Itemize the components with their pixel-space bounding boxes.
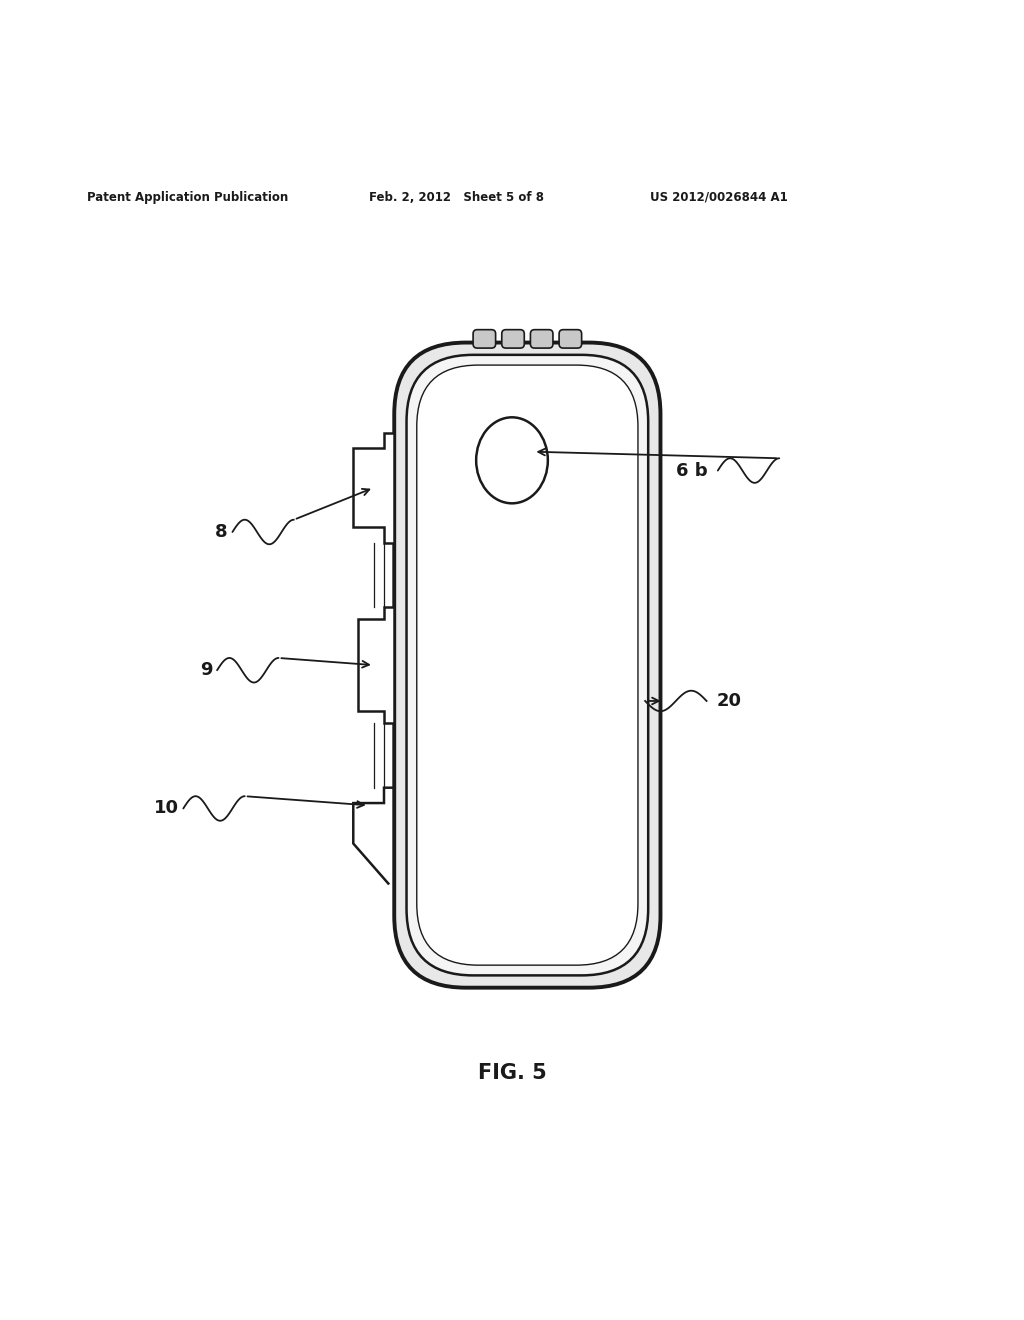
- Ellipse shape: [476, 417, 548, 503]
- FancyBboxPatch shape: [502, 330, 524, 348]
- Text: 20: 20: [717, 692, 741, 710]
- FancyBboxPatch shape: [559, 330, 582, 348]
- Text: US 2012/0026844 A1: US 2012/0026844 A1: [650, 190, 788, 203]
- FancyBboxPatch shape: [417, 366, 638, 965]
- Text: FIG. 5: FIG. 5: [477, 1063, 547, 1082]
- Polygon shape: [358, 607, 394, 723]
- Text: Feb. 2, 2012   Sheet 5 of 8: Feb. 2, 2012 Sheet 5 of 8: [369, 190, 544, 203]
- Polygon shape: [353, 433, 394, 543]
- Text: 8: 8: [215, 523, 227, 541]
- Text: 9: 9: [200, 661, 212, 680]
- Text: Patent Application Publication: Patent Application Publication: [87, 190, 289, 203]
- FancyBboxPatch shape: [530, 330, 553, 348]
- FancyBboxPatch shape: [473, 330, 496, 348]
- FancyBboxPatch shape: [394, 343, 660, 987]
- Text: 6 b: 6 b: [676, 462, 708, 479]
- Text: 10: 10: [154, 800, 178, 817]
- FancyBboxPatch shape: [407, 355, 648, 975]
